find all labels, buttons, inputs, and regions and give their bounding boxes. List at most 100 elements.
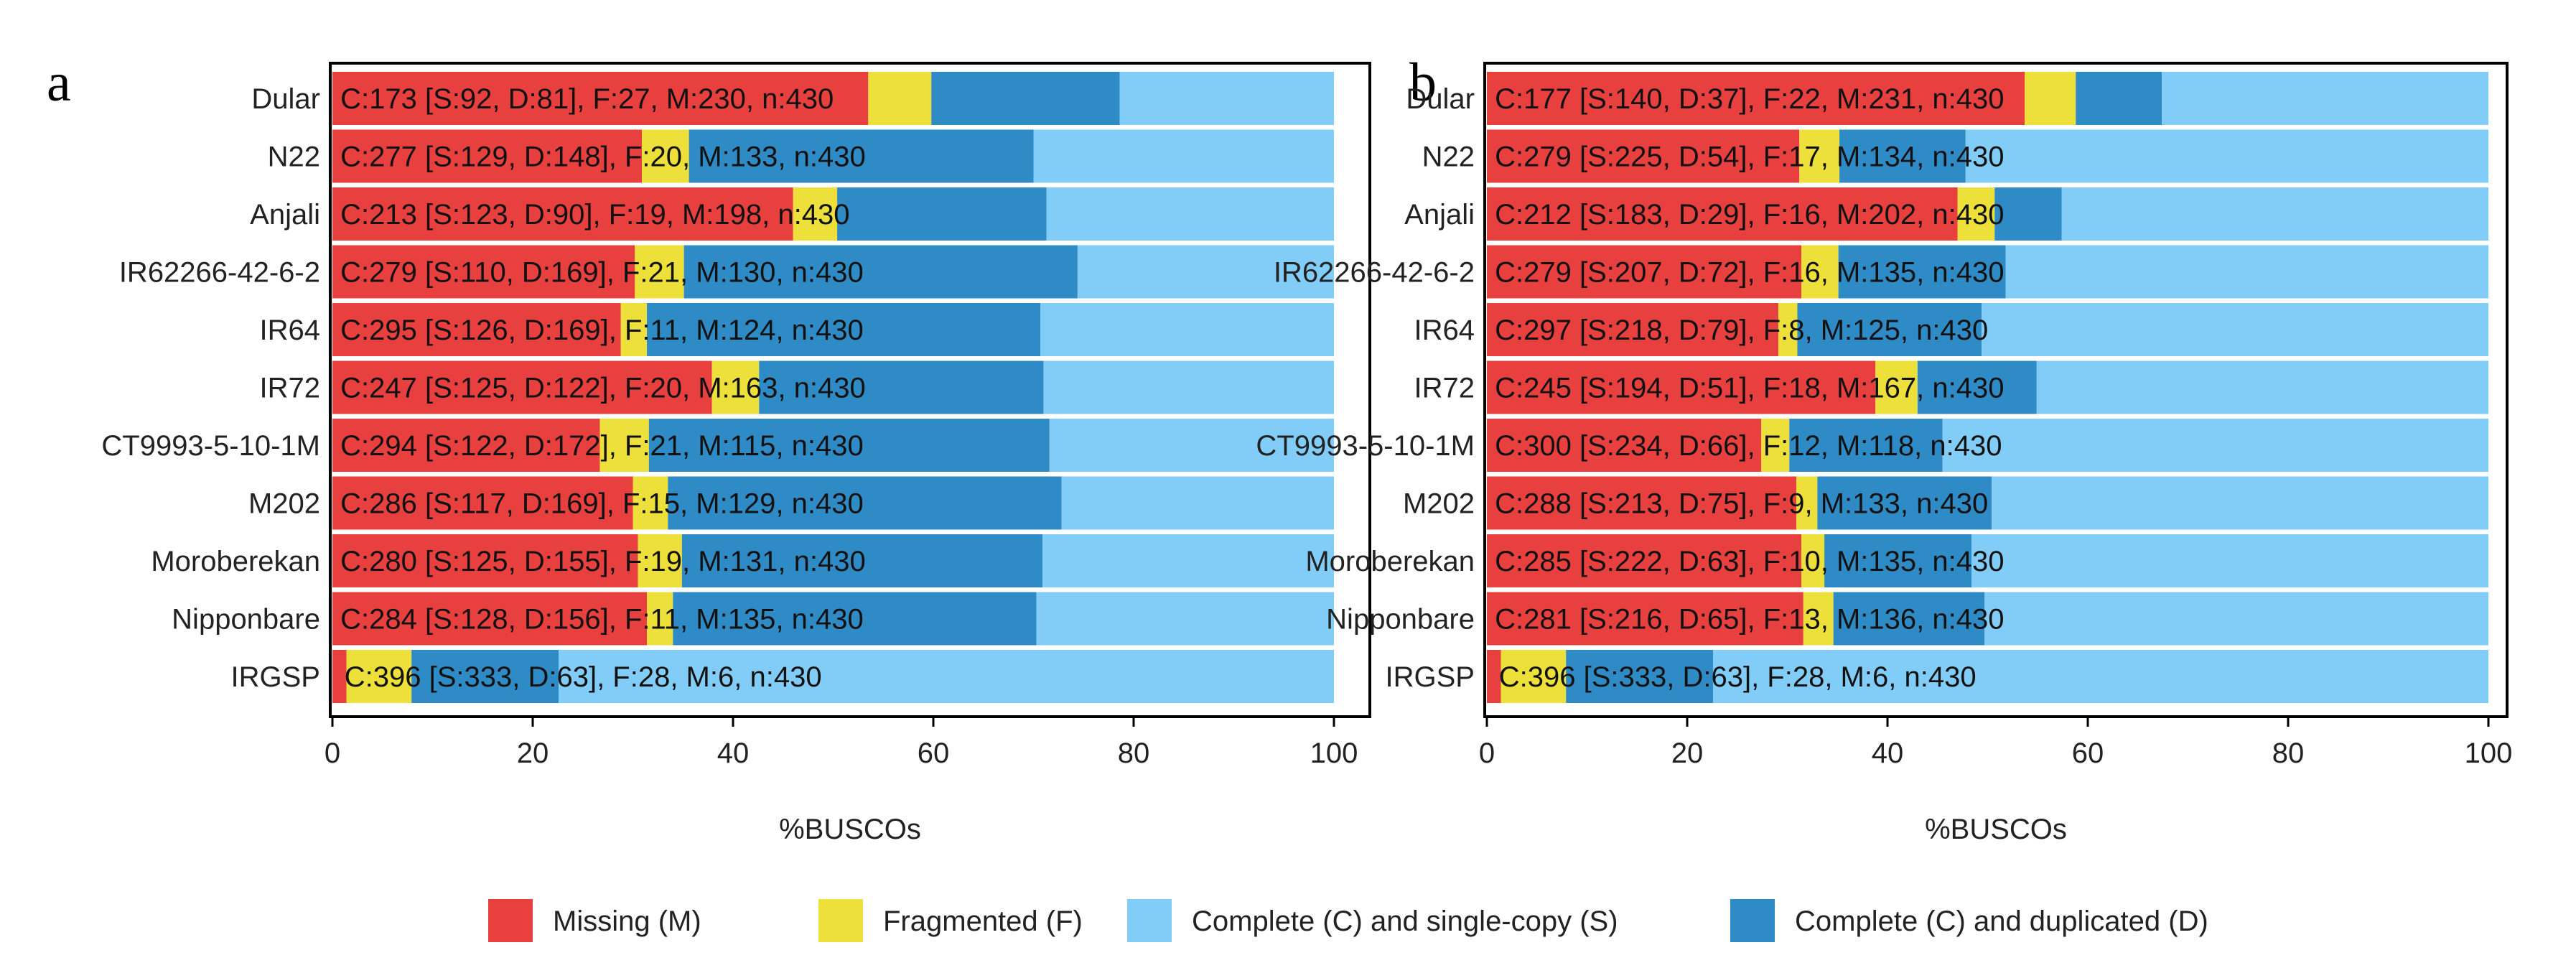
bar-segment-duplicated	[1566, 650, 1714, 703]
bar-row: C:212 [S:183, D:29], F:16, M:202, n:430 A…	[1404, 187, 2488, 241]
bar-segment-duplicated	[2076, 72, 2162, 125]
bar-segment-missing	[332, 245, 635, 299]
bar-annotation: C:288 [S:213, D:75], F:9, M:133, n:430	[1495, 488, 1988, 520]
bar-segment-duplicated	[683, 245, 1078, 299]
bar-annotation: C:295 [S:126, D:169], F:11, M:124, n:430	[340, 315, 864, 346]
bar-row: C:297 [S:218, D:79], F:8, M:125, n:430 IR…	[1414, 303, 2488, 356]
bar-segment-fragmented	[346, 650, 412, 703]
category-label: IR64	[1414, 315, 1475, 346]
bar-row: C:285 [S:222, D:63], F:10, M:135, n:430 M…	[1305, 534, 2488, 587]
panel-a: a C:173 [S:92, D:81], F:27, M:230, n:430 D…	[47, 52, 1371, 845]
bar-segment-single	[1077, 245, 1334, 299]
bar-segment-fragmented	[1799, 129, 1840, 183]
bar-segment-single	[1965, 129, 2488, 183]
bar-segment-fragmented	[2025, 72, 2076, 125]
bar-segment-missing	[1487, 129, 1800, 183]
x-tick-label: 20	[517, 737, 549, 769]
category-label: Moroberekan	[151, 546, 320, 577]
bar-segment-missing	[1487, 187, 1958, 241]
plot-frame	[1483, 62, 2509, 718]
category-label: N22	[1422, 141, 1475, 173]
x-tick-label: 40	[1872, 737, 1904, 769]
bar-segment-single	[1942, 419, 2488, 472]
bar-segment-duplicated	[1797, 303, 1982, 356]
bar-segment-missing	[1487, 360, 1876, 414]
category-label: M202	[1403, 488, 1475, 520]
category-label: N22	[268, 141, 320, 173]
bar-segment-duplicated	[689, 129, 1034, 183]
bar-row: C:279 [S:110, D:169], F:21, M:130, n:430…	[119, 245, 1334, 299]
x-tick-label: 80	[1118, 737, 1150, 769]
bar-annotation: C:396 [S:333, D:63], F:28, M:6, n:430	[1499, 661, 1977, 693]
bar-segment-duplicated	[1838, 245, 2006, 299]
category-label: IR64	[260, 315, 321, 346]
bar-row: C:295 [S:126, D:169], F:11, M:124, n:430…	[260, 303, 1334, 356]
bar-segment-missing	[332, 419, 600, 472]
bar-segment-fragmented	[638, 534, 682, 587]
bar-annotation: C:300 [S:234, D:66], F:12, M:118, n:430	[1495, 430, 2002, 462]
category-label: Dular	[251, 83, 320, 115]
bar-segment-fragmented	[642, 129, 689, 183]
bar-segment-single	[1984, 592, 2488, 646]
legend-item-single: Complete (C) and single-copy (S)	[1127, 899, 1618, 942]
bar-segment-single	[2005, 245, 2488, 299]
x-tick-label: 80	[2272, 737, 2305, 769]
bar-segment-fragmented	[793, 187, 838, 241]
bar-row: C:279 [S:225, D:54], F:17, M:134, n:430 N…	[1422, 129, 2488, 183]
bar-segment-single	[1040, 303, 1334, 356]
bar-segment-duplicated	[668, 476, 1062, 530]
bar-segment-duplicated	[411, 650, 559, 703]
bar-annotation: C:284 [S:128, D:156], F:11, M:135, n:430	[340, 604, 864, 636]
bar-segment-duplicated	[647, 303, 1041, 356]
bar-annotation: C:279 [S:207, D:72], F:16, M:135, n:430	[1495, 257, 2004, 289]
bar-segment-missing	[1487, 303, 1778, 356]
bar-segment-duplicated	[1917, 360, 2037, 414]
bar-segment-single	[1713, 650, 2488, 703]
bar-segment-fragmented	[1501, 650, 1567, 703]
bar-segment-fragmented	[635, 245, 684, 299]
bar-segment-duplicated	[1789, 419, 1943, 472]
bar-segment-fragmented	[1761, 419, 1790, 472]
category-label: IRGSP	[231, 661, 320, 693]
category-label: CT9993-5-10-1M	[1256, 430, 1475, 462]
bar-segment-missing	[332, 72, 869, 125]
bar-segment-fragmented	[1801, 245, 1839, 299]
bar-annotation: C:245 [S:194, D:51], F:18, M:167, n:430	[1495, 373, 2004, 404]
bar-annotation: C:281 [S:216, D:65], F:13, M:136, n:430	[1495, 604, 2004, 636]
bar-segment-fragmented	[868, 72, 932, 125]
bar-segment-single	[1061, 476, 1334, 530]
bar-segment-missing	[332, 129, 643, 183]
bar-segment-duplicated	[1824, 534, 1972, 587]
bar-row: C:277 [S:129, D:148], F:20, M:133, n:430…	[268, 129, 1334, 183]
bar-annotation: C:177 [S:140, D:37], F:22, M:231, n:430	[1495, 83, 2004, 115]
bar-annotation: C:396 [S:333, D:63], F:28, M:6, n:430	[345, 661, 822, 693]
bar-annotation: C:280 [S:125, D:155], F:19, M:131, n:430	[340, 546, 866, 577]
bar-segment-single	[2061, 187, 2488, 241]
x-axis-label: %BUSCOs	[779, 814, 921, 845]
bar-annotation: C:277 [S:129, D:148], F:20, M:133, n:430	[340, 141, 866, 173]
bar-row: C:284 [S:128, D:156], F:11, M:135, n:430…	[172, 592, 1334, 646]
category-label: IR62266-42-6-2	[119, 257, 320, 289]
legend-label: Complete (C) and duplicated (D)	[1795, 906, 2208, 937]
category-label: Anjali	[250, 199, 320, 231]
legend: Missing (M) Fragmented (F) Complete (C) an…	[488, 899, 2208, 942]
bar-segment-missing	[1487, 476, 1797, 530]
x-tick-label: 60	[918, 737, 950, 769]
bar-segment-missing	[332, 534, 638, 587]
bar-segment-fragmented	[711, 360, 760, 414]
legend-item-duplicated: Complete (C) and duplicated (D)	[1730, 899, 2208, 942]
bar-segment-duplicated	[1994, 187, 2062, 241]
legend-swatch	[1127, 899, 1172, 942]
bar-segment-duplicated	[673, 592, 1037, 646]
bar-segment-duplicated	[837, 187, 1047, 241]
category-label: IR72	[260, 373, 321, 404]
plot-frame	[329, 62, 1371, 718]
category-label: Moroberekan	[1305, 546, 1475, 577]
bar-annotation: C:286 [S:117, D:169], F:15, M:129, n:430	[340, 488, 864, 520]
bar-segment-missing	[1487, 72, 2025, 125]
bar-segment-single	[1036, 592, 1334, 646]
legend-label: Complete (C) and single-copy (S)	[1192, 906, 1618, 937]
bar-row: C:279 [S:207, D:72], F:16, M:135, n:430 I…	[1274, 245, 2488, 299]
category-label: Nipponbare	[172, 604, 320, 636]
